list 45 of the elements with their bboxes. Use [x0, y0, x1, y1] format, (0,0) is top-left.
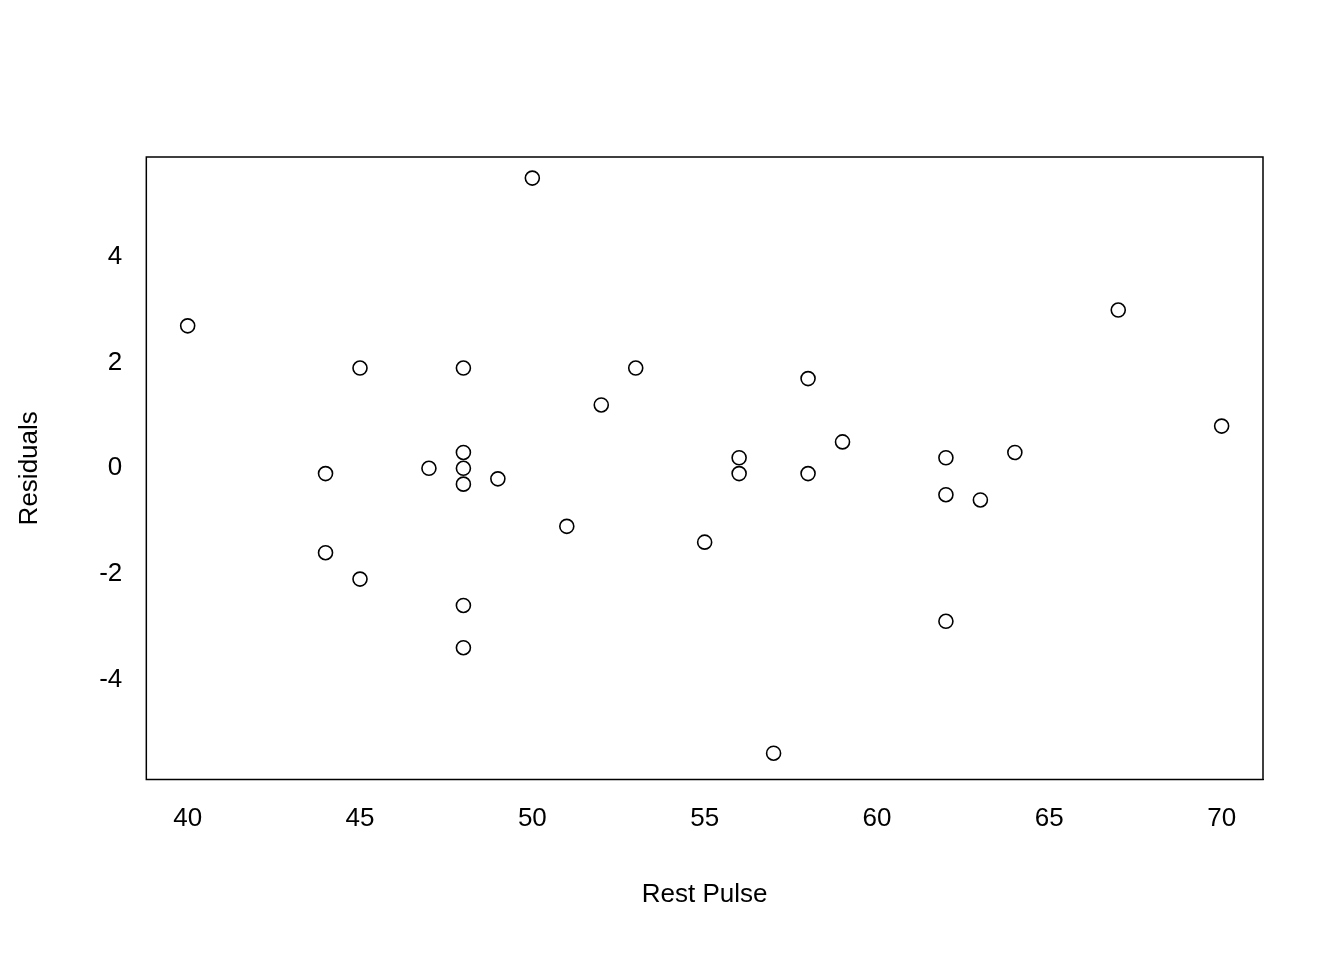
y-tick-label: -4	[99, 662, 123, 693]
point	[317, 465, 334, 482]
point	[1110, 302, 1127, 318]
point	[455, 476, 472, 492]
point	[800, 465, 816, 482]
point	[696, 534, 713, 550]
point	[1007, 444, 1023, 461]
point	[490, 471, 506, 487]
point	[455, 460, 472, 477]
y-axis-title: Residuals	[12, 411, 43, 526]
x-tick-label: 40	[173, 802, 203, 833]
point	[938, 449, 954, 466]
point	[455, 444, 472, 461]
point	[938, 613, 954, 630]
point	[972, 492, 989, 508]
y-tick-label: 0	[107, 451, 123, 482]
point	[455, 360, 472, 376]
point	[765, 745, 782, 762]
x-tick-label: 60	[862, 802, 892, 833]
x-tick-label: 55	[690, 802, 720, 833]
point	[938, 486, 954, 503]
x-axis-title: Rest Pulse	[641, 877, 768, 908]
point	[1213, 418, 1230, 434]
point	[731, 465, 747, 482]
y-tick-label: -2	[99, 557, 123, 587]
point	[455, 597, 472, 614]
point	[627, 360, 644, 376]
point	[352, 571, 368, 587]
point	[731, 449, 747, 466]
point	[800, 370, 816, 387]
y-tick-label: 4	[107, 240, 123, 271]
point	[455, 639, 472, 656]
point	[593, 397, 610, 413]
x-tick-label: 70	[1207, 802, 1237, 833]
x-tick-label: 65	[1034, 802, 1064, 833]
x-tick-label: 50	[517, 802, 547, 833]
point	[352, 360, 368, 376]
x-tick-label: 45	[345, 802, 375, 833]
point	[834, 434, 851, 450]
point	[524, 170, 541, 186]
point	[559, 518, 575, 535]
y-tick-label: 2	[107, 345, 123, 376]
point	[421, 460, 437, 477]
point	[317, 544, 334, 561]
point	[179, 318, 196, 334]
